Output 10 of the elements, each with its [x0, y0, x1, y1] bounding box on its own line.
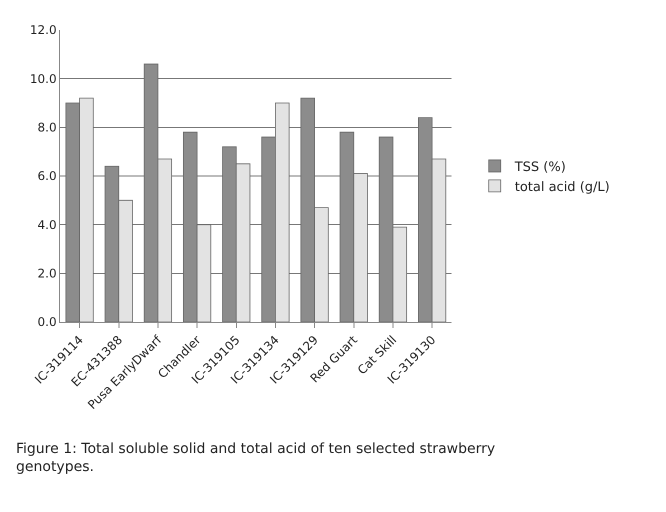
- legend-label: TSS (%): [514, 160, 566, 176]
- y-tick-label: 0.0: [38, 315, 57, 330]
- y-tick-label: 4.0: [38, 218, 57, 232]
- caption: Figure 1: Total soluble solid and total acid of ten selected strawberry genotypes.: [16, 441, 496, 476]
- y-tick-label: 8.0: [38, 120, 57, 135]
- y-tick-label: 10.0: [30, 72, 57, 86]
- y-tick-label: 2.0: [38, 266, 57, 281]
- legend-label: total acid (g/L): [514, 180, 610, 195]
- y-tick-label: 12.0: [30, 23, 57, 38]
- y-tick-label: 6.0: [38, 169, 57, 184]
